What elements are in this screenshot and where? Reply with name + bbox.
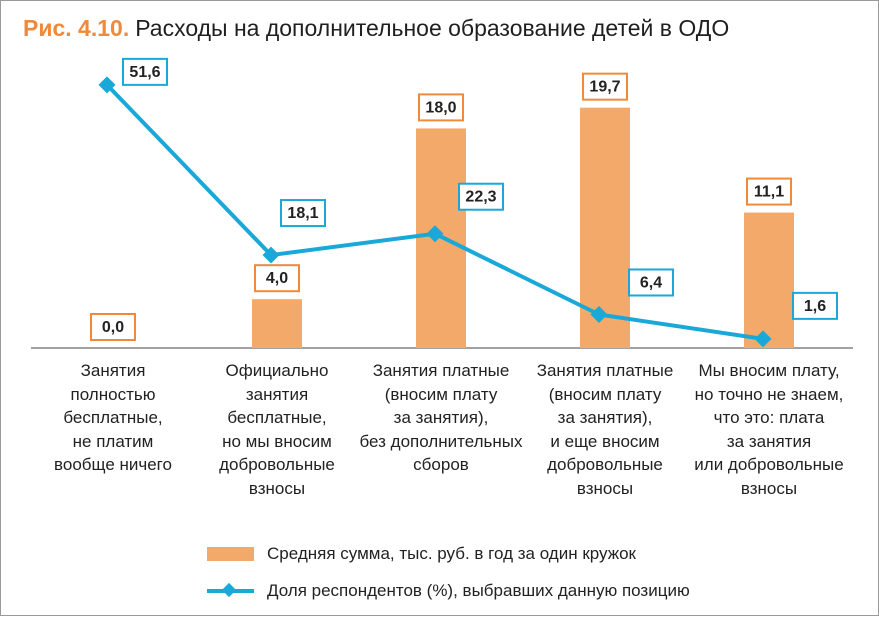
line-point — [590, 306, 608, 323]
line-value-label: 51,6 — [129, 64, 160, 81]
bar-value-label: 11,1 — [754, 184, 784, 201]
legend-line-label: Доля респондентов (%), выбравших данную … — [267, 581, 690, 600]
bar — [252, 299, 302, 348]
bar-value-label-box — [582, 72, 628, 101]
bar-value-label-box — [90, 313, 136, 341]
legend-item-bars: Средняя сумма, тыс. руб. в год за один к… — [207, 544, 636, 564]
line-value-label-box — [458, 182, 504, 211]
line-value-label-box — [122, 57, 168, 86]
bar-value-label-box — [254, 264, 300, 293]
legend-line-swatch — [207, 584, 254, 598]
line-value-label: 1,6 — [804, 298, 826, 315]
line-value-label: 22,3 — [465, 189, 496, 206]
bar-value-label: 19,7 — [589, 79, 620, 96]
line-point — [98, 76, 116, 94]
line-value-label: 6,4 — [640, 274, 662, 291]
legend-bar-swatch — [207, 547, 254, 561]
bar — [744, 212, 794, 348]
bar-value-label: 0,0 — [102, 319, 124, 336]
category-label: Официально занятия бесплатные, но мы вно… — [219, 361, 335, 498]
bar-value-label-box — [418, 93, 464, 122]
line-value-label-box — [280, 199, 326, 228]
line-point — [262, 246, 280, 264]
line-value-label: 18,1 — [287, 205, 318, 222]
line-value-label-box — [792, 291, 838, 320]
chart-title: Рис. 4.10. Расходы на дополнительное обра… — [23, 15, 729, 42]
bar-value-label: 4,0 — [266, 270, 288, 287]
category-label: Занятия платные (вносим плату за занятия… — [536, 361, 674, 498]
category-label: Занятия полностью бесплатные, не платим … — [54, 361, 172, 474]
line-value-label-box — [628, 268, 674, 297]
category-label: Мы вносим плату, но точно не знаем, что … — [694, 361, 844, 498]
category-label: Занятия платные (вносим плату за занятия… — [359, 361, 523, 474]
bar — [580, 107, 630, 348]
legend-bar-label: Средняя сумма, тыс. руб. в год за один к… — [267, 544, 636, 563]
figure-number: Рис. 4.10. — [23, 15, 130, 41]
line-point — [754, 330, 772, 348]
bar-value-label-box — [746, 177, 792, 206]
bar-value-label: 18,0 — [425, 99, 456, 116]
line-point — [426, 225, 444, 243]
legend-item-line: Доля респондентов (%), выбравших данную … — [207, 581, 690, 601]
figure-caption: Расходы на дополнительное образование де… — [135, 15, 730, 41]
